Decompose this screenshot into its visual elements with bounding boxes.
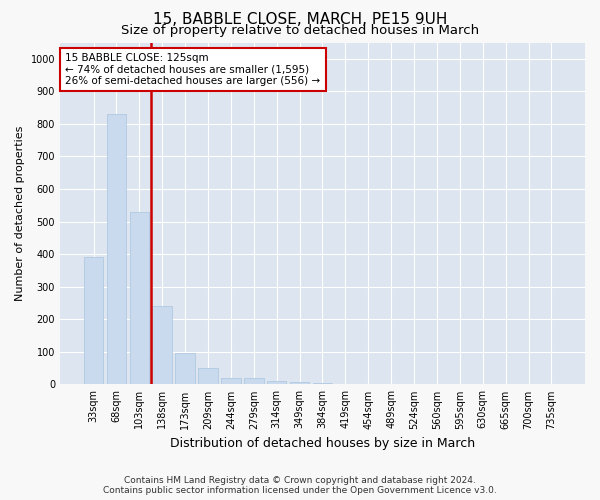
Bar — [313, 383, 332, 384]
Bar — [152, 306, 172, 384]
Bar — [107, 114, 126, 384]
Bar — [130, 212, 149, 384]
Bar — [244, 378, 263, 384]
Text: Size of property relative to detached houses in March: Size of property relative to detached ho… — [121, 24, 479, 37]
Bar — [84, 258, 103, 384]
Bar — [198, 368, 218, 384]
Text: 15 BABBLE CLOSE: 125sqm
← 74% of detached houses are smaller (1,595)
26% of semi: 15 BABBLE CLOSE: 125sqm ← 74% of detache… — [65, 53, 320, 86]
Text: 15, BABBLE CLOSE, MARCH, PE15 9UH: 15, BABBLE CLOSE, MARCH, PE15 9UH — [153, 12, 447, 28]
Bar — [290, 382, 309, 384]
X-axis label: Distribution of detached houses by size in March: Distribution of detached houses by size … — [170, 437, 475, 450]
Text: Contains HM Land Registry data © Crown copyright and database right 2024.
Contai: Contains HM Land Registry data © Crown c… — [103, 476, 497, 495]
Bar — [221, 378, 241, 384]
Bar — [267, 380, 286, 384]
Bar — [175, 354, 195, 384]
Y-axis label: Number of detached properties: Number of detached properties — [15, 126, 25, 301]
